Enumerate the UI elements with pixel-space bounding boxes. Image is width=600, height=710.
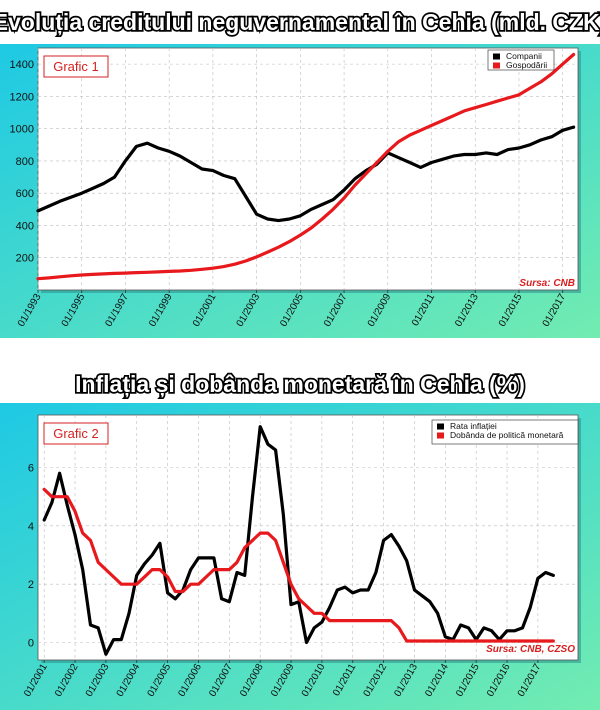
y-tick-label: 1200 xyxy=(10,91,34,103)
y-tick-label: 400 xyxy=(16,220,34,232)
legend-label-1: Rata inflației xyxy=(450,421,497,431)
legend-box xyxy=(431,419,579,445)
y-tick-label: 800 xyxy=(16,156,34,168)
y-tick-label: 0 xyxy=(28,638,34,650)
y-tick-label: 600 xyxy=(16,188,34,200)
plot-area xyxy=(37,414,579,661)
y-tick-label: 1400 xyxy=(10,59,34,71)
legend-label-2: Gospodării xyxy=(506,60,547,70)
chart-panel-2: Inflația și dobânda monetară în Cehia (%… xyxy=(0,370,600,710)
legend-swatch-2 xyxy=(493,62,500,69)
chart-source: Sursa: CNB xyxy=(519,278,575,289)
y-tick-label: 4 xyxy=(28,521,34,533)
series-line-1 xyxy=(36,125,576,223)
y-tick-label: 6 xyxy=(28,463,34,475)
chart-title: Inflația și dobânda monetară în Cehia (%… xyxy=(75,371,525,398)
y-tick-label: 2 xyxy=(28,579,34,591)
chart-badge-box xyxy=(43,422,109,445)
legend-label-2: Dobânda de politică monetară xyxy=(450,430,564,440)
legend-label-1: Companii xyxy=(506,51,542,61)
series-line-2 xyxy=(42,487,555,643)
chart-title: Evoluția creditului neguvernamental în C… xyxy=(0,9,600,36)
legend-swatch-1 xyxy=(493,53,500,60)
series-line-1 xyxy=(42,425,555,656)
legend-swatch-1 xyxy=(437,423,444,430)
chart-badge: Grafic 2 xyxy=(53,426,99,441)
legend-swatch-2 xyxy=(437,432,444,439)
y-tick-label: 200 xyxy=(16,253,34,265)
chart-1-svg: Evoluția creditului neguvernamental în C… xyxy=(0,7,600,338)
plot-area xyxy=(37,47,579,291)
legend-box xyxy=(487,49,555,71)
chart-source: Sursa: CNB, CZSO xyxy=(486,644,575,655)
chart-badge-box xyxy=(43,55,109,78)
chart-panel-1: Evoluția creditului neguvernamental în C… xyxy=(0,0,600,338)
chart-2-svg: Inflația și dobânda monetară în Cehia (%… xyxy=(0,370,600,710)
y-tick-label: 1000 xyxy=(10,124,34,136)
chart-badge: Grafic 1 xyxy=(53,59,99,74)
series-line-2 xyxy=(36,52,576,281)
